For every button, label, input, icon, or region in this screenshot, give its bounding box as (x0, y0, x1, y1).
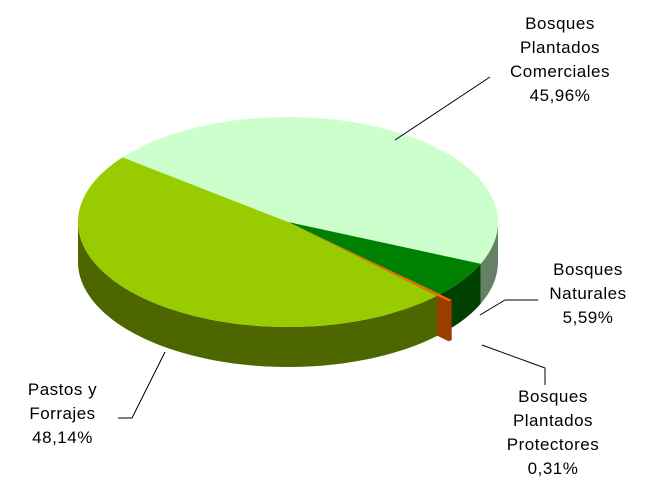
pie-side (480, 222, 498, 304)
slice-label: Bosques Naturales (549, 260, 627, 303)
pie-slice (122, 117, 498, 264)
pie-slice (288, 222, 481, 295)
pie-side (78, 222, 438, 367)
pie-slice (78, 157, 438, 327)
value-label: 0,31% (527, 459, 579, 478)
slice-label: Bosques Plantados Comerciales (510, 14, 610, 81)
pie-slice (299, 227, 452, 302)
value-label: 45,96% (529, 86, 591, 105)
leader-line (118, 351, 166, 419)
leader-line (394, 76, 491, 141)
leader-line (479, 299, 538, 316)
value-label: 48,14% (32, 428, 93, 447)
slice-label: Bosques Plantados Protectores (506, 387, 600, 454)
leader-line (481, 344, 546, 385)
value-label: 5,59% (562, 308, 614, 327)
slice-label: Pastos y Forrajes (27, 380, 98, 423)
